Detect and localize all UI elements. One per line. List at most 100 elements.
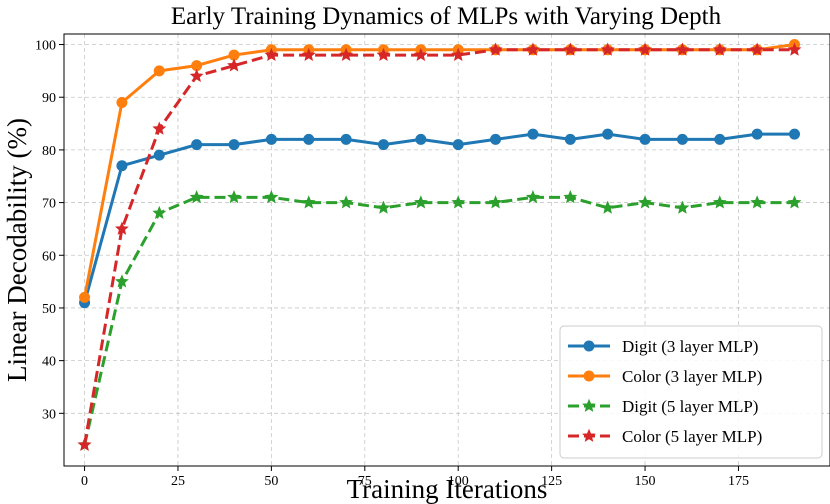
data-point bbox=[638, 42, 652, 56]
y-axis-label: Linear Decodability (%) bbox=[2, 118, 32, 382]
data-point bbox=[789, 128, 801, 140]
data-point bbox=[303, 133, 315, 145]
legend-label: Digit (5 layer MLP) bbox=[622, 397, 758, 416]
legend: Digit (3 layer MLP) Color (3 layer MLP) Di… bbox=[559, 325, 823, 459]
legend-marker bbox=[583, 340, 595, 352]
data-point bbox=[189, 68, 204, 83]
data-point bbox=[490, 133, 502, 145]
data-point bbox=[750, 42, 765, 56]
data-point bbox=[301, 47, 316, 61]
data-point bbox=[339, 47, 354, 61]
data-point bbox=[264, 47, 279, 61]
data-point bbox=[527, 128, 539, 140]
x-tick-label: 25 bbox=[171, 474, 185, 489]
data-point bbox=[751, 128, 763, 140]
data-point bbox=[638, 195, 652, 209]
data-point bbox=[264, 190, 279, 204]
series-4 bbox=[77, 42, 802, 451]
data-point bbox=[413, 195, 428, 209]
data-point bbox=[526, 42, 540, 56]
x-tick-label: 175 bbox=[728, 474, 749, 489]
data-point bbox=[339, 195, 354, 209]
data-point bbox=[376, 47, 391, 61]
data-point bbox=[639, 133, 651, 145]
legend-marker bbox=[583, 370, 595, 382]
x-tick-label: 100 bbox=[448, 474, 469, 489]
data-point bbox=[526, 190, 540, 204]
data-point bbox=[376, 200, 391, 214]
data-point bbox=[602, 128, 614, 140]
y-tick-label: 90 bbox=[42, 91, 56, 106]
data-point bbox=[377, 139, 389, 151]
chart-title: Early Training Dynamics of MLPs with Var… bbox=[171, 3, 722, 30]
x-tick-label: 150 bbox=[635, 474, 656, 489]
data-point bbox=[488, 195, 503, 209]
data-point bbox=[152, 121, 167, 135]
series-line bbox=[83, 48, 795, 446]
y-tick-label: 50 bbox=[42, 302, 56, 317]
data-point bbox=[600, 200, 615, 214]
data-point bbox=[191, 60, 203, 72]
data-point bbox=[750, 195, 765, 209]
y-tick-label: 60 bbox=[42, 249, 56, 264]
legend-label: Color (5 layer MLP) bbox=[622, 427, 762, 446]
legend-item: Color (3 layer MLP) bbox=[568, 367, 762, 386]
y-tick-label: 30 bbox=[42, 407, 56, 422]
legend-label: Digit (3 layer MLP) bbox=[622, 337, 758, 356]
x-axis-label: Training Iterations bbox=[347, 474, 548, 504]
x-axis: 0 25 50 75 100 125 150 175 bbox=[81, 466, 749, 489]
data-point bbox=[153, 65, 165, 77]
data-point bbox=[228, 49, 240, 61]
legend-item: Color (5 layer MLP) bbox=[568, 427, 762, 446]
data-point bbox=[712, 42, 727, 56]
y-tick-label: 40 bbox=[42, 355, 56, 370]
series-line bbox=[83, 132, 795, 304]
legend-box bbox=[559, 325, 823, 459]
y-tick-label: 100 bbox=[35, 39, 56, 54]
y-tick-label: 70 bbox=[42, 197, 56, 212]
data-point bbox=[488, 42, 503, 56]
data-point bbox=[191, 139, 203, 151]
data-point bbox=[451, 47, 466, 61]
data-point bbox=[675, 200, 690, 214]
data-point bbox=[415, 133, 427, 145]
legend-marker bbox=[582, 428, 596, 442]
y-tick-label: 80 bbox=[42, 144, 56, 159]
data-point bbox=[787, 195, 802, 209]
data-point bbox=[564, 133, 576, 145]
series-1 bbox=[79, 128, 801, 309]
data-point bbox=[114, 274, 129, 288]
data-point bbox=[79, 291, 91, 303]
data-point bbox=[712, 195, 727, 209]
data-point bbox=[452, 139, 464, 151]
data-point bbox=[228, 139, 240, 151]
data-point bbox=[600, 42, 615, 56]
data-point bbox=[77, 437, 92, 451]
grid bbox=[64, 34, 830, 466]
x-tick-label: 125 bbox=[541, 474, 562, 489]
data-point bbox=[152, 205, 167, 220]
data-point bbox=[451, 195, 466, 209]
x-tick-label: 50 bbox=[264, 474, 278, 489]
data-point bbox=[301, 195, 316, 209]
data-point bbox=[413, 47, 428, 61]
data-point bbox=[189, 190, 204, 204]
plot-border bbox=[63, 33, 830, 467]
x-tick-label: 0 bbox=[81, 474, 88, 489]
series-line bbox=[83, 195, 795, 446]
y-axis: 30 40 50 60 70 80 90 100 bbox=[35, 39, 64, 422]
data-point bbox=[116, 96, 128, 108]
data-point bbox=[563, 190, 578, 204]
data-point bbox=[153, 149, 165, 161]
data-point bbox=[116, 160, 128, 172]
legend-marker bbox=[582, 398, 596, 412]
legend-label: Color (3 layer MLP) bbox=[622, 367, 762, 386]
legend-item: Digit (5 layer MLP) bbox=[568, 397, 758, 416]
data-point bbox=[714, 133, 726, 145]
data-point bbox=[787, 42, 802, 56]
data-point bbox=[265, 133, 277, 145]
data-point bbox=[675, 42, 690, 56]
x-tick-label: 75 bbox=[358, 474, 372, 489]
data-point bbox=[563, 42, 578, 56]
